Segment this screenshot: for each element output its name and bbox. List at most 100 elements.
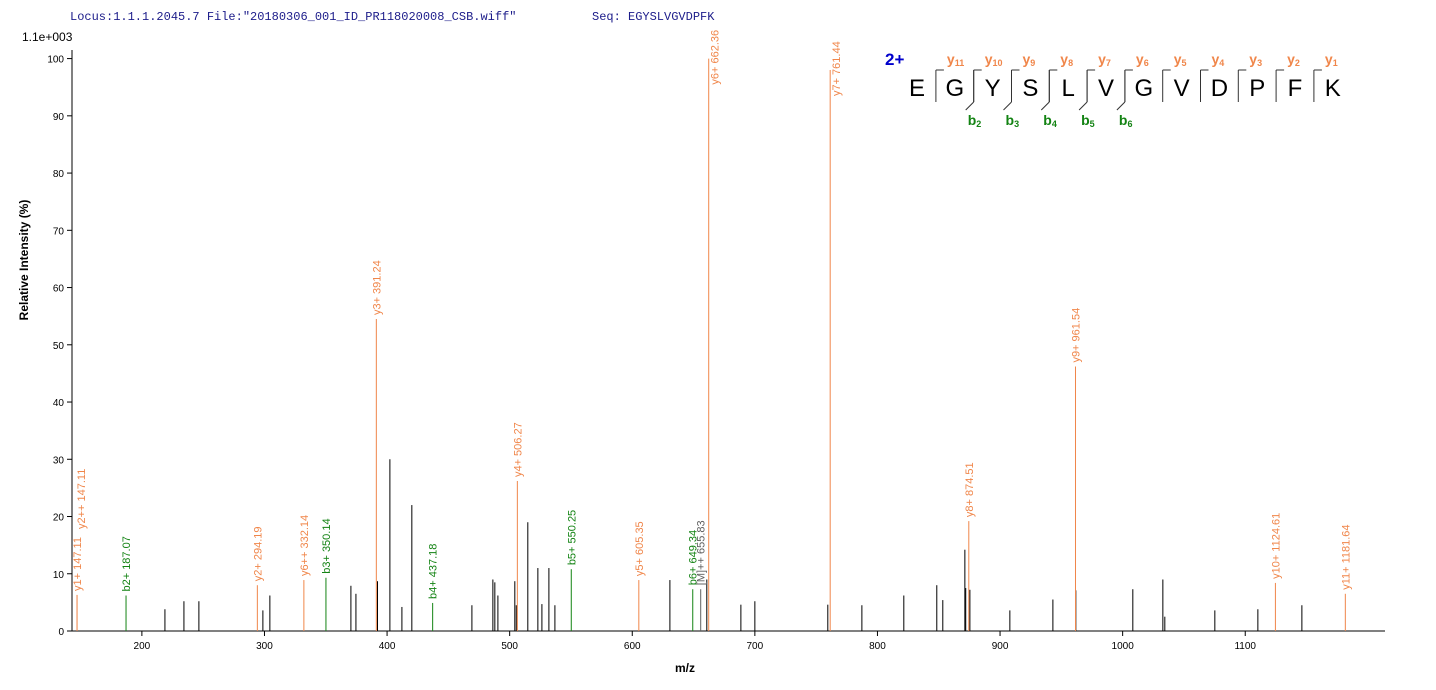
ion-index: 11	[955, 58, 965, 68]
ion-index: 1	[1333, 58, 1338, 68]
y-tick-label: 20	[53, 513, 65, 524]
residue: S	[1022, 75, 1038, 102]
residue: E	[909, 75, 925, 102]
x-axis-label: m/z	[675, 661, 695, 675]
ion-letter: y	[947, 51, 955, 67]
peak-label: y10+ 1124.61	[1270, 513, 1282, 579]
ion-letter: y	[985, 51, 993, 67]
peak-label: y7+ 761.44	[831, 41, 843, 96]
residue: Y	[985, 75, 1001, 102]
y-tick-label: 0	[58, 627, 64, 638]
fragment-tick	[1003, 101, 1012, 111]
peak-label: y8+ 874.51	[964, 462, 976, 517]
ion-index: 3	[1257, 58, 1262, 68]
ion-index: 5	[1181, 58, 1186, 68]
y-tick-label: 60	[53, 284, 65, 295]
residue: V	[1098, 75, 1114, 102]
y-tick-label: 30	[53, 455, 65, 466]
x-tick-label: 900	[992, 641, 1009, 652]
ion-index: 4	[1052, 119, 1057, 129]
y-tick-label: 70	[53, 226, 65, 237]
peak-label: y2++ 147.11	[76, 469, 88, 529]
peak-label: [M]++ 655.83	[696, 520, 708, 585]
header-locus: Locus:1.1.1.2045.7 File:"20180306_001_ID…	[70, 10, 516, 24]
y-tick-label: 40	[53, 398, 65, 409]
x-tick-label: 400	[379, 641, 396, 652]
ion-letter: b	[1006, 112, 1015, 128]
fragment-tick	[1116, 101, 1126, 111]
residue: K	[1325, 75, 1341, 102]
ion-letter: y	[1212, 51, 1220, 67]
ion-index: 5	[1090, 119, 1095, 129]
x-tick-label: 1000	[1112, 641, 1135, 652]
ion-index: 6	[1144, 58, 1149, 68]
ion-index: 2	[976, 119, 981, 129]
ion-index: 6	[1127, 119, 1132, 129]
peak-label: b5+ 550.25	[566, 510, 578, 565]
peak-label: b3+ 350.14	[321, 518, 333, 573]
residue: F	[1288, 75, 1303, 102]
peak-label: y1+ 147.11	[72, 537, 84, 591]
x-tick-label: 300	[256, 641, 273, 652]
ion-label: b3	[1006, 112, 1020, 129]
ion-letter: y	[1136, 51, 1144, 67]
peak-label: y6+ 662.36	[710, 30, 722, 85]
residue: D	[1211, 75, 1228, 102]
ion-letter: b	[1081, 112, 1090, 128]
charge: 2+	[885, 50, 904, 69]
ion-label: y10	[985, 51, 1003, 68]
ion-index: 10	[992, 58, 1002, 68]
peak-label: y11+ 1181.64	[1340, 524, 1352, 589]
ion-label: y1	[1325, 51, 1338, 68]
peak-label: y4+ 506.27	[512, 422, 524, 477]
ion-label: y8	[1060, 51, 1073, 68]
ion-letter: y	[1287, 51, 1295, 67]
peak-label: b2+ 187.07	[121, 536, 133, 591]
ion-index: 2	[1295, 58, 1300, 68]
residue: G	[1134, 75, 1153, 102]
ion-letter: y	[1325, 51, 1333, 67]
ion-label: y2	[1287, 51, 1300, 68]
peak-label: b6+ 649.34	[688, 530, 700, 585]
fragment-tick	[1040, 101, 1050, 111]
y-tick-label: 90	[53, 112, 65, 123]
x-tick-label: 1100	[1234, 641, 1256, 652]
ion-letter: b	[968, 112, 977, 128]
ion-label: y6	[1136, 51, 1149, 68]
ion-label: b5	[1081, 112, 1095, 129]
ion-index: 9	[1030, 58, 1035, 68]
ion-letter: b	[1119, 112, 1128, 128]
ion-index: 8	[1068, 58, 1073, 68]
x-tick-label: 800	[869, 641, 886, 652]
ion-label: b6	[1119, 112, 1133, 129]
x-tick-label: 500	[501, 641, 518, 652]
residue: G	[945, 75, 964, 102]
residue: L	[1062, 75, 1075, 102]
ion-label: y9	[1023, 51, 1036, 68]
ion-label: y11	[947, 51, 964, 68]
ion-index: 7	[1106, 58, 1111, 68]
header-seq: Seq: EGYSLVGVDPFK	[592, 10, 715, 24]
y-tick-label: 100	[47, 55, 64, 66]
fragment-tick	[965, 101, 975, 111]
peak-label: y2+ 294.19	[252, 526, 264, 581]
fragment-tick	[1078, 101, 1088, 111]
x-tick-label: 200	[134, 641, 151, 652]
peak-label: y3+ 391.24	[371, 260, 383, 315]
x-tick-label: 600	[624, 641, 641, 652]
ion-label: b4	[1043, 112, 1057, 129]
scale-label: 1.1e+003	[22, 30, 73, 44]
peak-label: y9+ 961.54	[1070, 308, 1082, 363]
ion-label: y4	[1212, 51, 1225, 68]
ion-letter: y	[1023, 51, 1031, 67]
ion-label: y3	[1249, 51, 1262, 68]
peak-label: y5+ 605.35	[634, 521, 646, 576]
x-tick-label: 700	[747, 641, 764, 652]
y-axis-label: Relative Intensity (%)	[17, 200, 31, 321]
y-tick-label: 50	[53, 341, 65, 352]
ion-letter: y	[1174, 51, 1182, 67]
ion-letter: y	[1098, 51, 1106, 67]
residue: V	[1174, 75, 1190, 102]
